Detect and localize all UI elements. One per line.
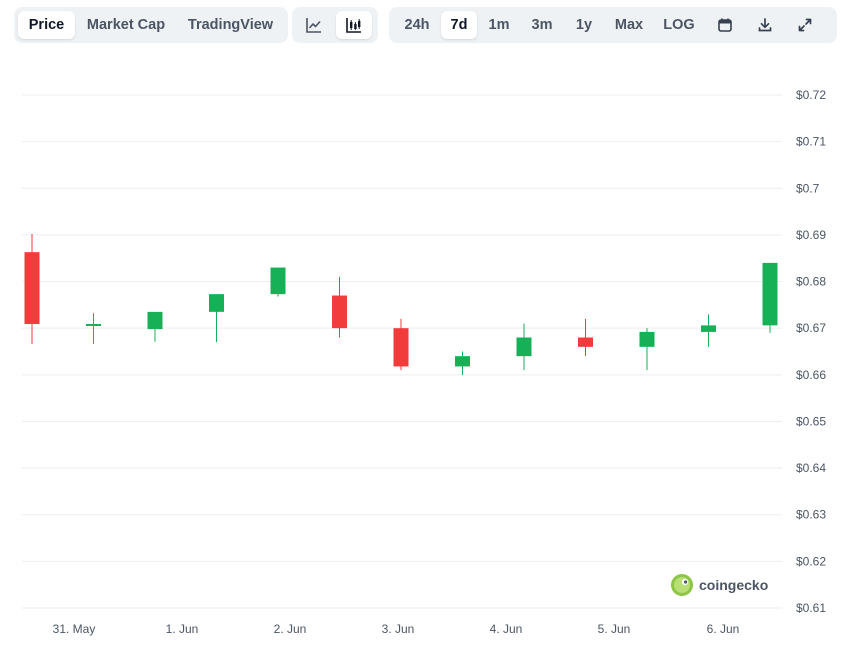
grid-lines: [22, 94, 782, 609]
line-chart-icon[interactable]: [296, 11, 332, 39]
y-tick-label: $0.72: [796, 88, 826, 102]
candle-body: [332, 295, 347, 329]
tab-tradingview[interactable]: TradingView: [187, 17, 274, 33]
range-24h[interactable]: 24h: [404, 17, 430, 33]
y-tick-label: $0.67: [796, 321, 826, 335]
x-tick-label: 6. Jun: [707, 622, 740, 636]
x-axis: 31. May 1. Jun 2. Jun 3. Jun 4. Jun 5. Jun 6. …: [53, 622, 740, 636]
chart-type-group: [292, 7, 378, 43]
y-tick-label: $0.69: [796, 228, 826, 242]
log-toggle[interactable]: LOG: [663, 17, 695, 33]
y-tick-label: $0.7: [796, 181, 820, 195]
download-icon[interactable]: [745, 11, 785, 39]
watermark-text: coingecko: [699, 577, 768, 593]
y-tick-label: $0.66: [796, 368, 826, 382]
candle-body: [455, 356, 470, 367]
tab-price[interactable]: Price: [18, 11, 75, 39]
tab-market-cap[interactable]: Market Cap: [86, 17, 166, 33]
range-1m[interactable]: 1m: [488, 17, 510, 33]
y-tick-label: $0.71: [796, 135, 826, 149]
coingecko-logo-icon: [671, 574, 693, 596]
y-tick-label: $0.63: [796, 508, 826, 522]
candlestick-chart-icon[interactable]: [336, 11, 372, 39]
y-tick-label: $0.62: [796, 554, 826, 568]
candle-body: [578, 337, 593, 347]
candle-body: [270, 267, 286, 295]
x-tick-label: 31. May: [53, 622, 96, 636]
candle-body: [762, 262, 778, 326]
candles: [24, 233, 778, 375]
y-tick-label: $0.64: [796, 461, 826, 475]
x-tick-label: 3. Jun: [382, 622, 415, 636]
calendar-icon[interactable]: [705, 11, 745, 39]
x-tick-label: 4. Jun: [490, 622, 523, 636]
candle-body: [24, 252, 40, 324]
y-axis: $0.72 $0.71 $0.7 $0.69 $0.68 $0.67 $0.66 $0.65 $…: [796, 88, 826, 615]
y-tick-label: $0.65: [796, 414, 826, 428]
range-group: 24h 7d 1m 3m 1y Max LOG: [389, 7, 837, 43]
x-tick-label: 5. Jun: [598, 622, 631, 636]
range-max[interactable]: Max: [614, 17, 644, 33]
candle-body: [701, 325, 716, 332]
x-tick-label: 2. Jun: [274, 622, 307, 636]
candle-body: [516, 337, 532, 357]
candle-body: [393, 328, 409, 367]
coingecko-watermark: coingecko: [671, 574, 768, 596]
metric-tab-group: Price Market Cap TradingView: [14, 7, 288, 43]
expand-icon[interactable]: [785, 11, 825, 39]
candle-body: [209, 294, 224, 312]
y-tick-label: $0.61: [796, 601, 826, 615]
x-tick-label: 1. Jun: [166, 622, 199, 636]
range-7d[interactable]: 7d: [441, 11, 477, 39]
range-3m[interactable]: 3m: [531, 17, 553, 33]
candle-body: [86, 323, 101, 326]
candle-body: [147, 311, 163, 330]
chart-toolbar: Price Market Cap TradingView 24h 7d 1m 3…: [14, 7, 837, 43]
range-1y[interactable]: 1y: [575, 17, 593, 33]
candle-body: [639, 331, 655, 347]
y-tick-label: $0.68: [796, 275, 826, 289]
